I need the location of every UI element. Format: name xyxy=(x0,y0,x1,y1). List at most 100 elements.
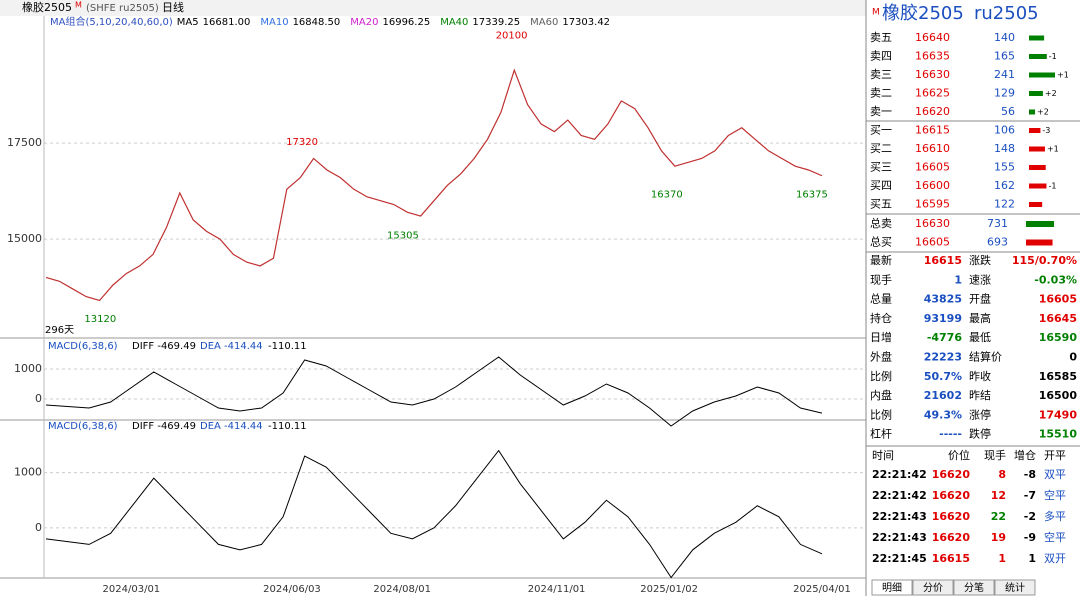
book-label: 买一 xyxy=(870,124,892,137)
tab-label[interactable]: 统计 xyxy=(1005,581,1025,594)
trade-cell: 1 xyxy=(1028,552,1036,565)
volume-bar xyxy=(1029,128,1041,133)
volume-bar xyxy=(1026,221,1054,227)
book-change: +1 xyxy=(1057,71,1069,80)
price-annotation: 20100 xyxy=(496,30,528,41)
stat-value: 49.3% xyxy=(924,408,962,421)
trade-header: 增仓 xyxy=(1014,448,1036,462)
stat-label: 昨收 xyxy=(969,369,991,383)
volume-bar xyxy=(1029,183,1047,189)
x-tick-label: 2024/03/01 xyxy=(103,584,161,595)
panel-code: ru2505 xyxy=(974,3,1039,24)
y-tick-label: 0 xyxy=(35,521,42,534)
stat-value: 50.7% xyxy=(924,370,962,383)
legend-value: 16996.25 xyxy=(382,17,430,28)
y-tick-label: 1000 xyxy=(14,362,42,375)
stat-value: 0 xyxy=(1069,351,1077,364)
stat-value: 115/0.70% xyxy=(1012,254,1077,267)
macd-diff: DIFF -469.49 xyxy=(132,341,196,352)
stat-value: 15510 xyxy=(1039,428,1078,441)
legend-label: MA20 xyxy=(350,17,378,28)
legend-value: 16681.00 xyxy=(203,17,251,28)
legend-value: 17303.42 xyxy=(562,17,610,28)
book-price: 16630 xyxy=(915,68,950,81)
stat-label: 比例 xyxy=(870,407,892,421)
stat-value: 16500 xyxy=(1039,389,1078,402)
legend-label: MA5 xyxy=(177,17,199,28)
x-tick-label: 2024/08/01 xyxy=(373,584,431,595)
stat-value: -4776 xyxy=(927,331,963,344)
stat-label: 最新 xyxy=(870,253,892,267)
tab[interactable] xyxy=(912,579,954,596)
total-price: 16605 xyxy=(915,236,950,249)
book-label: 卖二 xyxy=(870,87,892,100)
trade-cell: 空平 xyxy=(1044,530,1066,544)
y-tick-label: 0 xyxy=(35,392,42,405)
book-volume: 241 xyxy=(994,68,1015,81)
trade-cell: 22:21:42 xyxy=(872,489,927,502)
macd-dea: DEA -414.44 xyxy=(200,421,263,432)
book-price: 16605 xyxy=(915,161,950,174)
stat-label: 杠杆 xyxy=(870,427,892,441)
diff-line xyxy=(45,449,823,579)
tab-label[interactable]: 分笔 xyxy=(964,581,984,594)
volume-bar xyxy=(1029,146,1045,152)
tab[interactable] xyxy=(953,579,995,596)
trade-cell: 16620 xyxy=(932,510,971,523)
total-price: 16630 xyxy=(915,217,950,230)
stat-label: 跌停 xyxy=(969,427,991,441)
stat-value: 22223 xyxy=(924,351,962,364)
macd-title: MACD(6,38,6) xyxy=(48,421,118,432)
book-volume: 122 xyxy=(994,198,1015,211)
stat-value: 21602 xyxy=(924,389,962,402)
stat-label: 最高 xyxy=(969,311,991,325)
symbol-name: 橡胶2505 xyxy=(22,0,72,14)
book-label: 卖四 xyxy=(870,50,892,63)
stat-label: 内盘 xyxy=(870,388,892,402)
volume-bar xyxy=(1026,239,1053,246)
stat-label: 开盘 xyxy=(969,292,991,306)
trade-cell: 双开 xyxy=(1044,552,1066,565)
trade-cell: 多平 xyxy=(1044,509,1066,523)
book-volume: 162 xyxy=(994,179,1015,192)
book-change: -3 xyxy=(1042,126,1050,135)
price-annotation: 16370 xyxy=(651,189,683,200)
legend-label: MA组合(5,10,20,40,60,0) xyxy=(50,15,173,28)
stat-label: 日增 xyxy=(870,330,892,344)
tab[interactable] xyxy=(994,579,1036,596)
book-label: 卖五 xyxy=(870,31,892,44)
tab-label[interactable]: 分价 xyxy=(923,582,943,594)
stat-label: 速涨 xyxy=(969,273,991,286)
trade-cell: 16620 xyxy=(932,468,971,481)
price-annotation: 17320 xyxy=(286,137,318,148)
trade-cell: 22:21:43 xyxy=(872,531,927,544)
stat-label: 外盘 xyxy=(870,350,892,364)
stat-value: 16645 xyxy=(1039,312,1077,325)
period[interactable]: 日线 xyxy=(162,0,184,14)
trade-cell: 22:21:45 xyxy=(872,552,927,565)
book-price: 16640 xyxy=(915,31,950,44)
trade-cell: 空平 xyxy=(1044,488,1066,502)
tab[interactable] xyxy=(871,579,913,596)
stat-value: 17490 xyxy=(1039,408,1078,421)
trade-cell: 8 xyxy=(998,468,1006,481)
panel-title: 橡胶2505 xyxy=(882,3,964,24)
book-label: 买四 xyxy=(870,179,892,192)
book-label: 卖三 xyxy=(870,68,892,81)
x-tick-label: 2024/11/01 xyxy=(528,584,586,595)
book-label: 买二 xyxy=(870,142,892,155)
book-price: 16610 xyxy=(915,142,950,155)
legend-value: 17339.25 xyxy=(472,17,520,28)
stat-label: 最低 xyxy=(969,331,991,344)
trade-cell: 19 xyxy=(991,531,1006,544)
book-label: 买三 xyxy=(870,161,892,174)
book-volume: 148 xyxy=(994,142,1015,155)
stat-value: 43825 xyxy=(924,293,962,306)
book-change: -1 xyxy=(1048,182,1056,191)
price-annotation: 13120 xyxy=(84,314,116,325)
stat-value: 16615 xyxy=(924,254,962,267)
book-volume: 56 xyxy=(1001,105,1015,118)
tab-label[interactable]: 明细 xyxy=(882,581,902,594)
